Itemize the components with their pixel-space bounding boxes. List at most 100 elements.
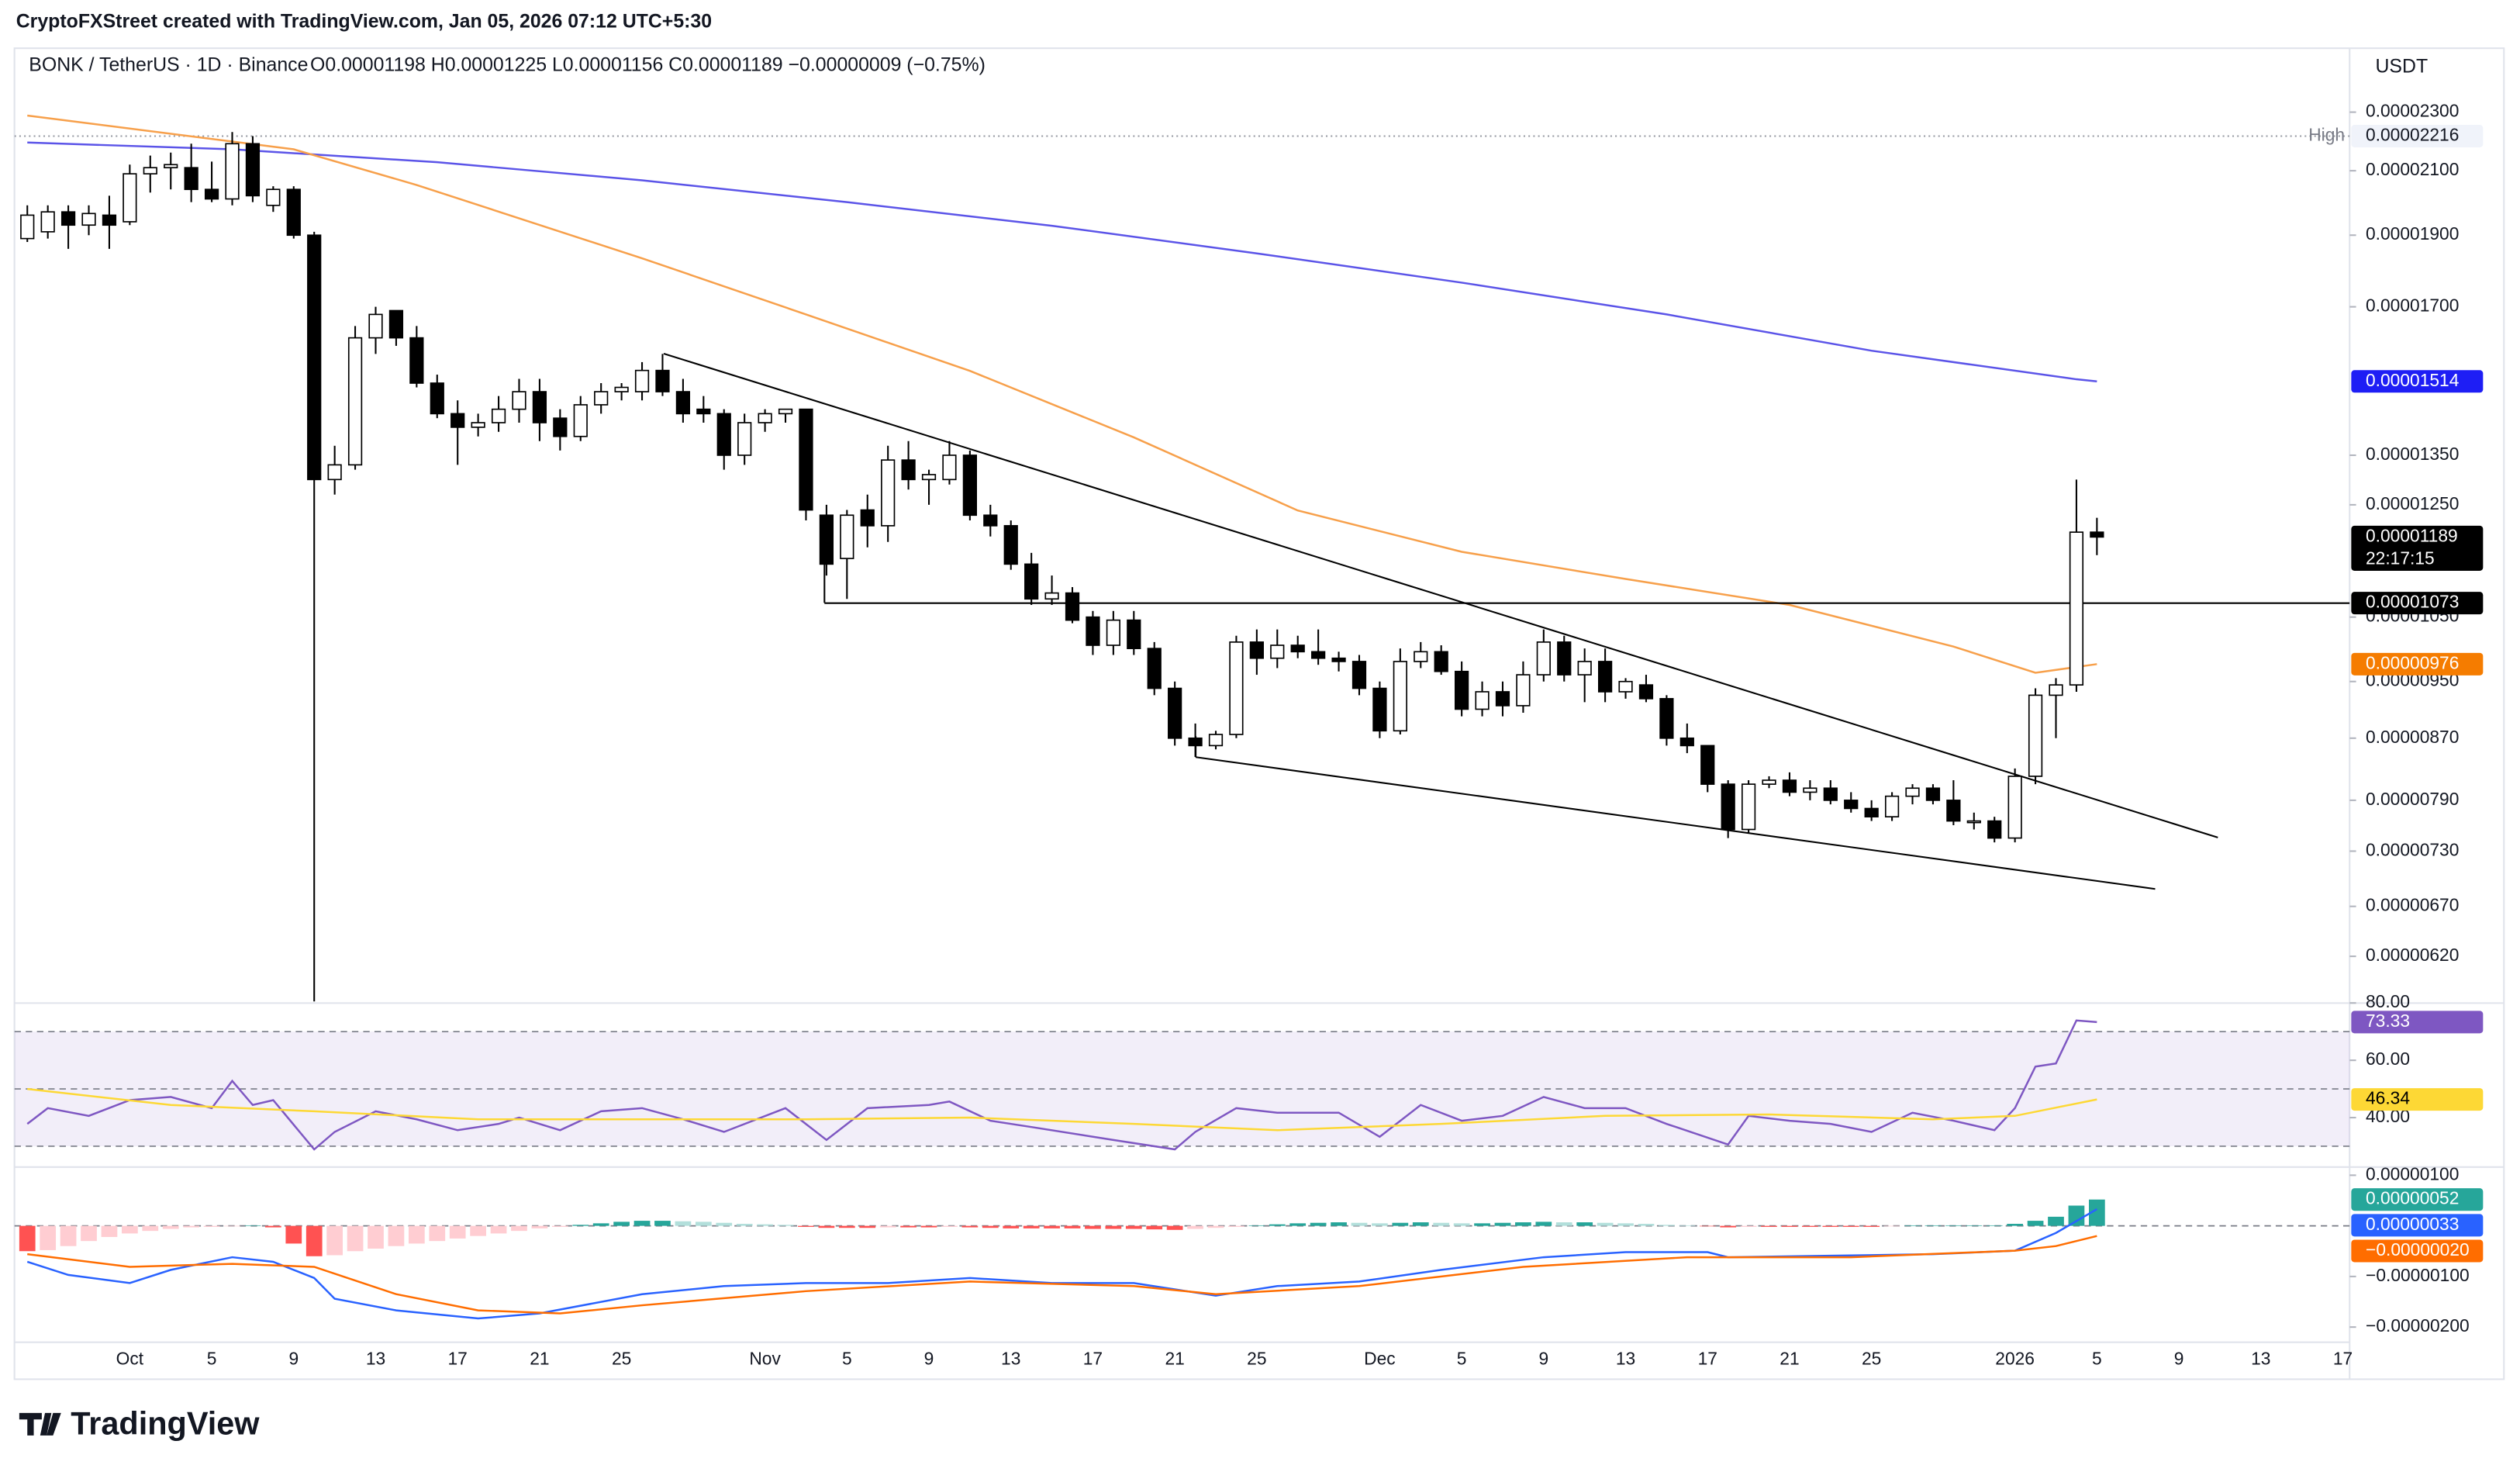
candle-body: [1987, 820, 2002, 839]
histogram-bar: [1372, 1223, 1388, 1226]
candle-body: [327, 464, 342, 481]
histogram-bar: [1966, 1225, 1983, 1226]
histogram-bar: [1842, 1225, 1859, 1227]
histogram-bar: [1044, 1225, 1060, 1228]
macd-value-label-box: [2351, 1239, 2484, 1263]
candle-body: [204, 188, 219, 200]
macd-value-label: 0.00000033: [2366, 1214, 2459, 1234]
x-tick-label: Dec: [1364, 1349, 1396, 1369]
symbol-title: BONK / TetherUS · 1D · Binance: [29, 54, 308, 76]
candle-body: [1536, 641, 1551, 676]
x-tick-label: 25: [612, 1349, 631, 1369]
ma-value-label-box: [2351, 370, 2484, 393]
histogram-bar: [306, 1225, 323, 1256]
ma-value-label: 0.00001514: [2366, 370, 2459, 390]
candle-body: [81, 213, 96, 226]
candle-body: [758, 413, 772, 423]
y-tick-label: −0.00000100: [2366, 1265, 2470, 1285]
candle-body: [1618, 680, 1633, 693]
candle-body: [840, 514, 854, 559]
histogram-bar: [1761, 1225, 1777, 1227]
candle-body: [1393, 661, 1407, 732]
x-tick-label: 21: [1780, 1349, 1799, 1369]
x-tick-label: 25: [1247, 1349, 1266, 1369]
x-tick-label: 13: [1001, 1349, 1020, 1369]
histogram-bar: [40, 1225, 57, 1250]
histogram-bar: [900, 1225, 917, 1228]
brand-name: TradingView: [71, 1405, 260, 1441]
ma-value-label-box: [2351, 652, 2484, 676]
rsi-value-label: 46.34: [2366, 1088, 2410, 1108]
histogram-bar: [2088, 1199, 2105, 1226]
chart-frame: [13, 47, 2505, 1380]
candle-body: [286, 188, 301, 237]
candle-body: [2069, 531, 2084, 686]
candle-body: [1086, 616, 1100, 646]
candle-body: [40, 211, 55, 233]
candle-body: [409, 337, 424, 384]
candle-body: [1516, 674, 1531, 707]
histogram-bar: [1781, 1225, 1798, 1227]
candle-body: [983, 514, 998, 527]
histogram-bar: [1986, 1225, 2003, 1226]
histogram-bar: [1802, 1225, 1818, 1227]
x-tick-label: 21: [530, 1349, 549, 1369]
candle-body: [696, 408, 711, 415]
candle-body: [143, 167, 157, 174]
candle-body: [2049, 684, 2063, 696]
histogram-bar: [101, 1225, 118, 1237]
candle-body: [921, 474, 937, 481]
macd-line: [27, 1235, 2097, 1315]
histogram-bar: [326, 1225, 343, 1256]
histogram-bar: [1720, 1225, 1737, 1228]
candle-body: [1823, 787, 1838, 801]
candle-body: [1679, 737, 1694, 747]
x-tick-label: 25: [1862, 1349, 1881, 1369]
histogram-bar: [1699, 1225, 1716, 1227]
trend-line: [1195, 756, 2156, 890]
histogram-bar: [1146, 1225, 1163, 1230]
x-tick-label: 13: [2251, 1349, 2270, 1369]
rsi-value-label: 73.33: [2366, 1011, 2410, 1031]
candle-body: [532, 391, 547, 423]
candle-body: [881, 459, 896, 527]
histogram-bar: [244, 1225, 261, 1226]
x-tick-label: 5: [2092, 1349, 2102, 1369]
x-tick-label: 17: [2333, 1349, 2353, 1369]
x-tick-label: 5: [842, 1349, 852, 1369]
candle-body: [512, 391, 526, 410]
histogram-bar: [1883, 1225, 1900, 1227]
trend-line: [663, 353, 2218, 838]
candle-body: [594, 391, 609, 406]
candle-body: [655, 369, 670, 392]
candle-body: [184, 167, 198, 191]
histogram-bar: [1597, 1222, 1614, 1226]
histogram-bar: [531, 1225, 548, 1228]
x-tick-label: Oct: [116, 1349, 144, 1369]
candle-body: [1884, 795, 1900, 817]
candle-body: [245, 143, 261, 197]
candle-body: [1721, 783, 1735, 831]
histogram-bar: [961, 1225, 979, 1228]
macd-pane: [14, 1199, 2350, 1320]
candle-body: [1003, 525, 1018, 565]
y-tick-label: 0.00000790: [2366, 789, 2459, 809]
y-tick-label: 0.00000730: [2366, 839, 2459, 859]
histogram-bar: [2027, 1221, 2044, 1226]
histogram-bar: [1392, 1222, 1409, 1226]
candle-body: [614, 386, 629, 392]
candle-body: [716, 413, 731, 456]
histogram-bar: [429, 1225, 446, 1242]
histogram-bar: [1023, 1225, 1040, 1228]
axes: 0.00002300 0.00002100 0.00001900 0.00001700…: [116, 101, 2484, 1369]
histogram-bar: [1351, 1222, 1368, 1226]
histogram-bar: [675, 1221, 692, 1226]
histogram-bar: [1125, 1225, 1142, 1229]
candle-body: [799, 408, 813, 511]
histogram-value-label-box: [2351, 1188, 2484, 1211]
candle-body: [388, 309, 404, 339]
x-tick-label: 9: [924, 1349, 934, 1369]
axis-unit: USDT: [2375, 56, 2428, 78]
candle-body: [1065, 592, 1080, 621]
candle-body: [1782, 779, 1797, 793]
